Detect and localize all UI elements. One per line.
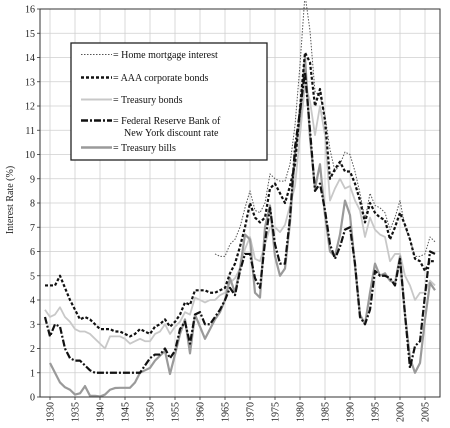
legend-label-treasury-bills: = Treasury bills bbox=[113, 143, 176, 154]
y-tick-label: 16 bbox=[25, 5, 35, 16]
y-tick-label: 11 bbox=[25, 126, 35, 137]
y-tick-label: 0 bbox=[30, 393, 35, 404]
x-tick-label: 1935 bbox=[71, 402, 82, 422]
y-tick-label: 2 bbox=[30, 344, 35, 355]
x-tick-label: 1940 bbox=[96, 402, 107, 422]
x-tick-label: 1955 bbox=[171, 402, 182, 422]
y-tick-label: 14 bbox=[25, 53, 35, 64]
y-tick-label: 3 bbox=[30, 320, 35, 331]
legend-box bbox=[70, 42, 268, 161]
x-tick-label: 1975 bbox=[271, 402, 282, 422]
legend-label-discount-rate-line1: = Federal Reserve Bank of bbox=[113, 116, 221, 127]
y-tick-label: 5 bbox=[30, 271, 35, 282]
legend-label-home-mortgage: = Home mortgage interest bbox=[113, 50, 218, 61]
x-tick-label: 1985 bbox=[321, 402, 332, 422]
series-line-aaa-corporate-bonds bbox=[45, 51, 435, 338]
series-line-treasury-bills bbox=[49, 56, 436, 398]
legend-label-aaa-corporate: = AAA corporate bonds bbox=[113, 73, 208, 84]
y-tick-label: 7 bbox=[30, 223, 35, 234]
x-tick-label: 1970 bbox=[246, 402, 257, 422]
y-tick-label: 6 bbox=[30, 247, 35, 258]
x-tick-label: 2005 bbox=[421, 402, 432, 422]
y-tick-label: 4 bbox=[30, 296, 35, 307]
series-line-federal-reserve-bank-of-new-york-discount-rate bbox=[43, 70, 436, 374]
legend: = Home mortgage interest = AAA corporate… bbox=[70, 42, 268, 161]
x-tick-label: 1995 bbox=[371, 402, 382, 422]
series-layer bbox=[43, 0, 436, 398]
y-tick-label: 8 bbox=[30, 199, 35, 210]
x-tick-label: 2000 bbox=[396, 402, 407, 422]
x-tick-label: 1980 bbox=[296, 402, 307, 422]
x-tick-label: 1965 bbox=[221, 402, 232, 422]
y-tick-label: 10 bbox=[25, 150, 35, 161]
y-tick-label: 15 bbox=[25, 29, 35, 40]
y-tick-label: 9 bbox=[30, 174, 35, 185]
series-line-home-mortgage-interest bbox=[214, 0, 436, 257]
x-tick-label: 1960 bbox=[196, 402, 207, 422]
y-tick-label: 13 bbox=[25, 77, 35, 88]
x-tick-label: 1990 bbox=[346, 402, 357, 422]
y-tick-label: 1 bbox=[30, 368, 35, 379]
x-axis: 1930 1935 1940 1945 1950 1955 1960 1965 1970 1975… bbox=[46, 397, 432, 422]
legend-label-treasury-bonds: = Treasury bonds bbox=[113, 95, 183, 106]
y-tick-label: 12 bbox=[25, 102, 35, 113]
x-tick-label: 1950 bbox=[146, 402, 157, 422]
y-axis-title: Interest Rate (%) bbox=[5, 166, 16, 234]
legend-label-discount-rate-line2: New York discount rate bbox=[124, 128, 219, 139]
x-tick-label: 1930 bbox=[46, 402, 57, 422]
x-tick-label: 1945 bbox=[121, 402, 132, 422]
